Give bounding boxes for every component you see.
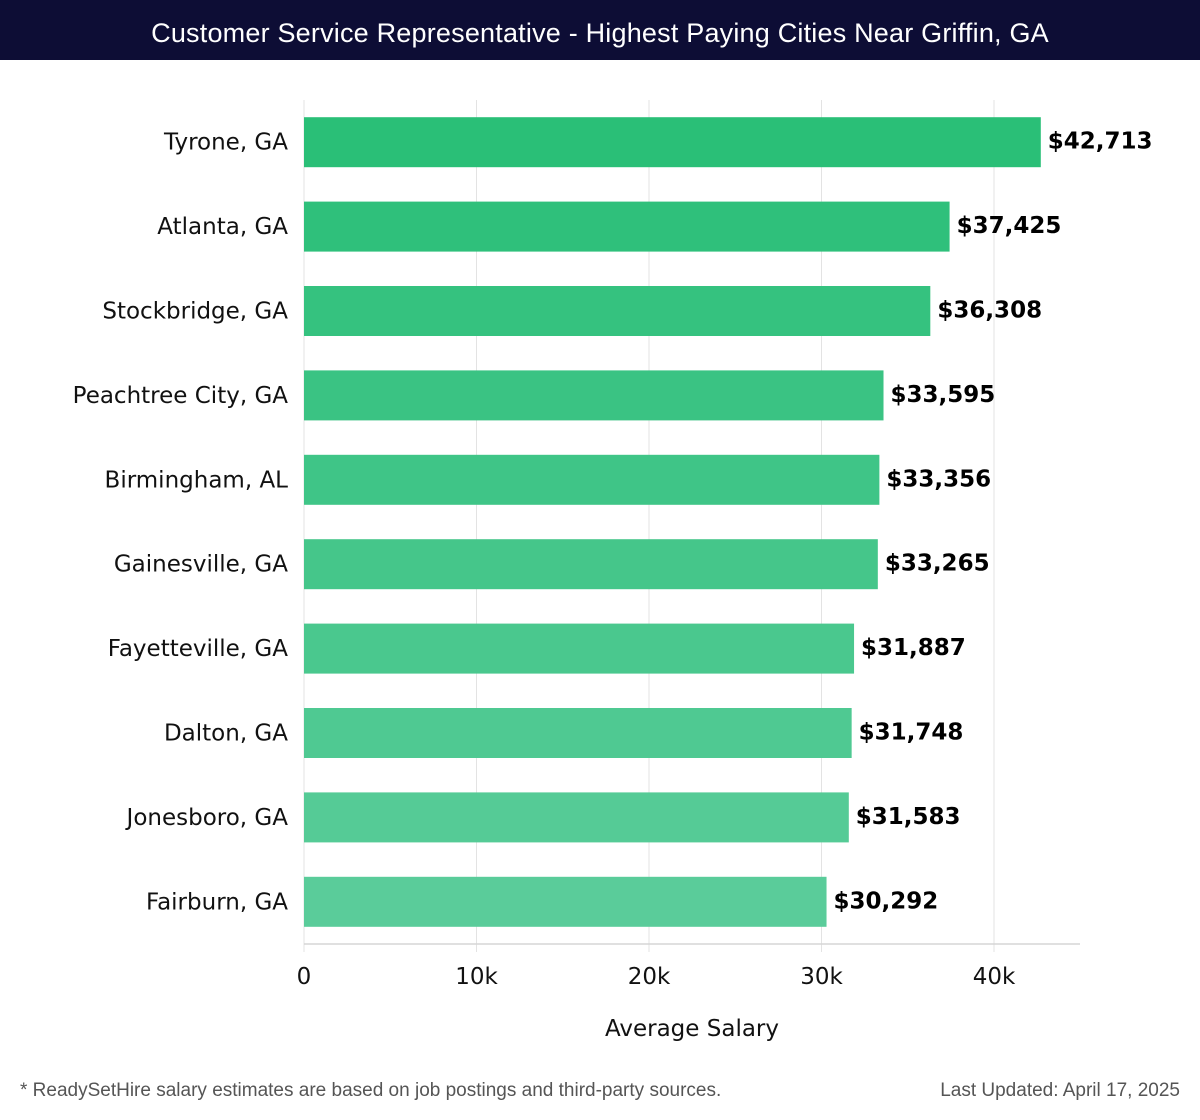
category-label: Stockbridge, GA	[102, 299, 288, 325]
category-label: Fayetteville, GA	[108, 636, 289, 662]
value-label: $33,356	[886, 466, 991, 492]
value-label: $31,583	[856, 804, 961, 830]
bar	[304, 623, 855, 674]
x-tick-label: 0	[297, 964, 312, 990]
category-label: Tyrone, GA	[163, 130, 288, 156]
value-label: $37,425	[957, 213, 1062, 239]
category-label: Jonesboro, GA	[125, 805, 289, 831]
value-label: $33,265	[885, 551, 990, 577]
bar	[304, 708, 852, 758]
x-tick-label: 20k	[628, 964, 671, 990]
value-label: $31,887	[861, 635, 966, 661]
bar	[304, 454, 880, 505]
value-label: $36,308	[937, 298, 1042, 324]
x-axis-title: Average Salary	[605, 1016, 779, 1042]
bar	[304, 286, 931, 336]
bar	[304, 117, 1041, 168]
x-tick-label: 40k	[973, 964, 1016, 990]
category-label: Fairburn, GA	[146, 889, 288, 915]
bar	[304, 201, 950, 252]
category-label: Peachtree City, GA	[73, 383, 289, 409]
x-tick-label: 30k	[800, 964, 843, 990]
value-label: $30,292	[834, 888, 939, 914]
value-label: $31,748	[859, 720, 964, 746]
category-label: Atlanta, GA	[157, 214, 288, 240]
category-label: Gainesville, GA	[114, 552, 288, 578]
value-label: $42,713	[1048, 129, 1153, 155]
bar	[304, 792, 849, 843]
bar	[304, 876, 827, 927]
bar	[304, 539, 878, 590]
chart-title: Customer Service Representative - Highes…	[0, 0, 1200, 60]
category-label: Dalton, GA	[164, 721, 288, 747]
footer-note: * ReadySetHire salary estimates are base…	[20, 1080, 722, 1101]
last-updated: Last Updated: April 17, 2025	[940, 1080, 1180, 1101]
x-tick-label: 10k	[455, 964, 498, 990]
category-label: Birmingham, AL	[105, 467, 289, 493]
value-label: $33,595	[891, 382, 996, 408]
bar	[304, 370, 884, 421]
